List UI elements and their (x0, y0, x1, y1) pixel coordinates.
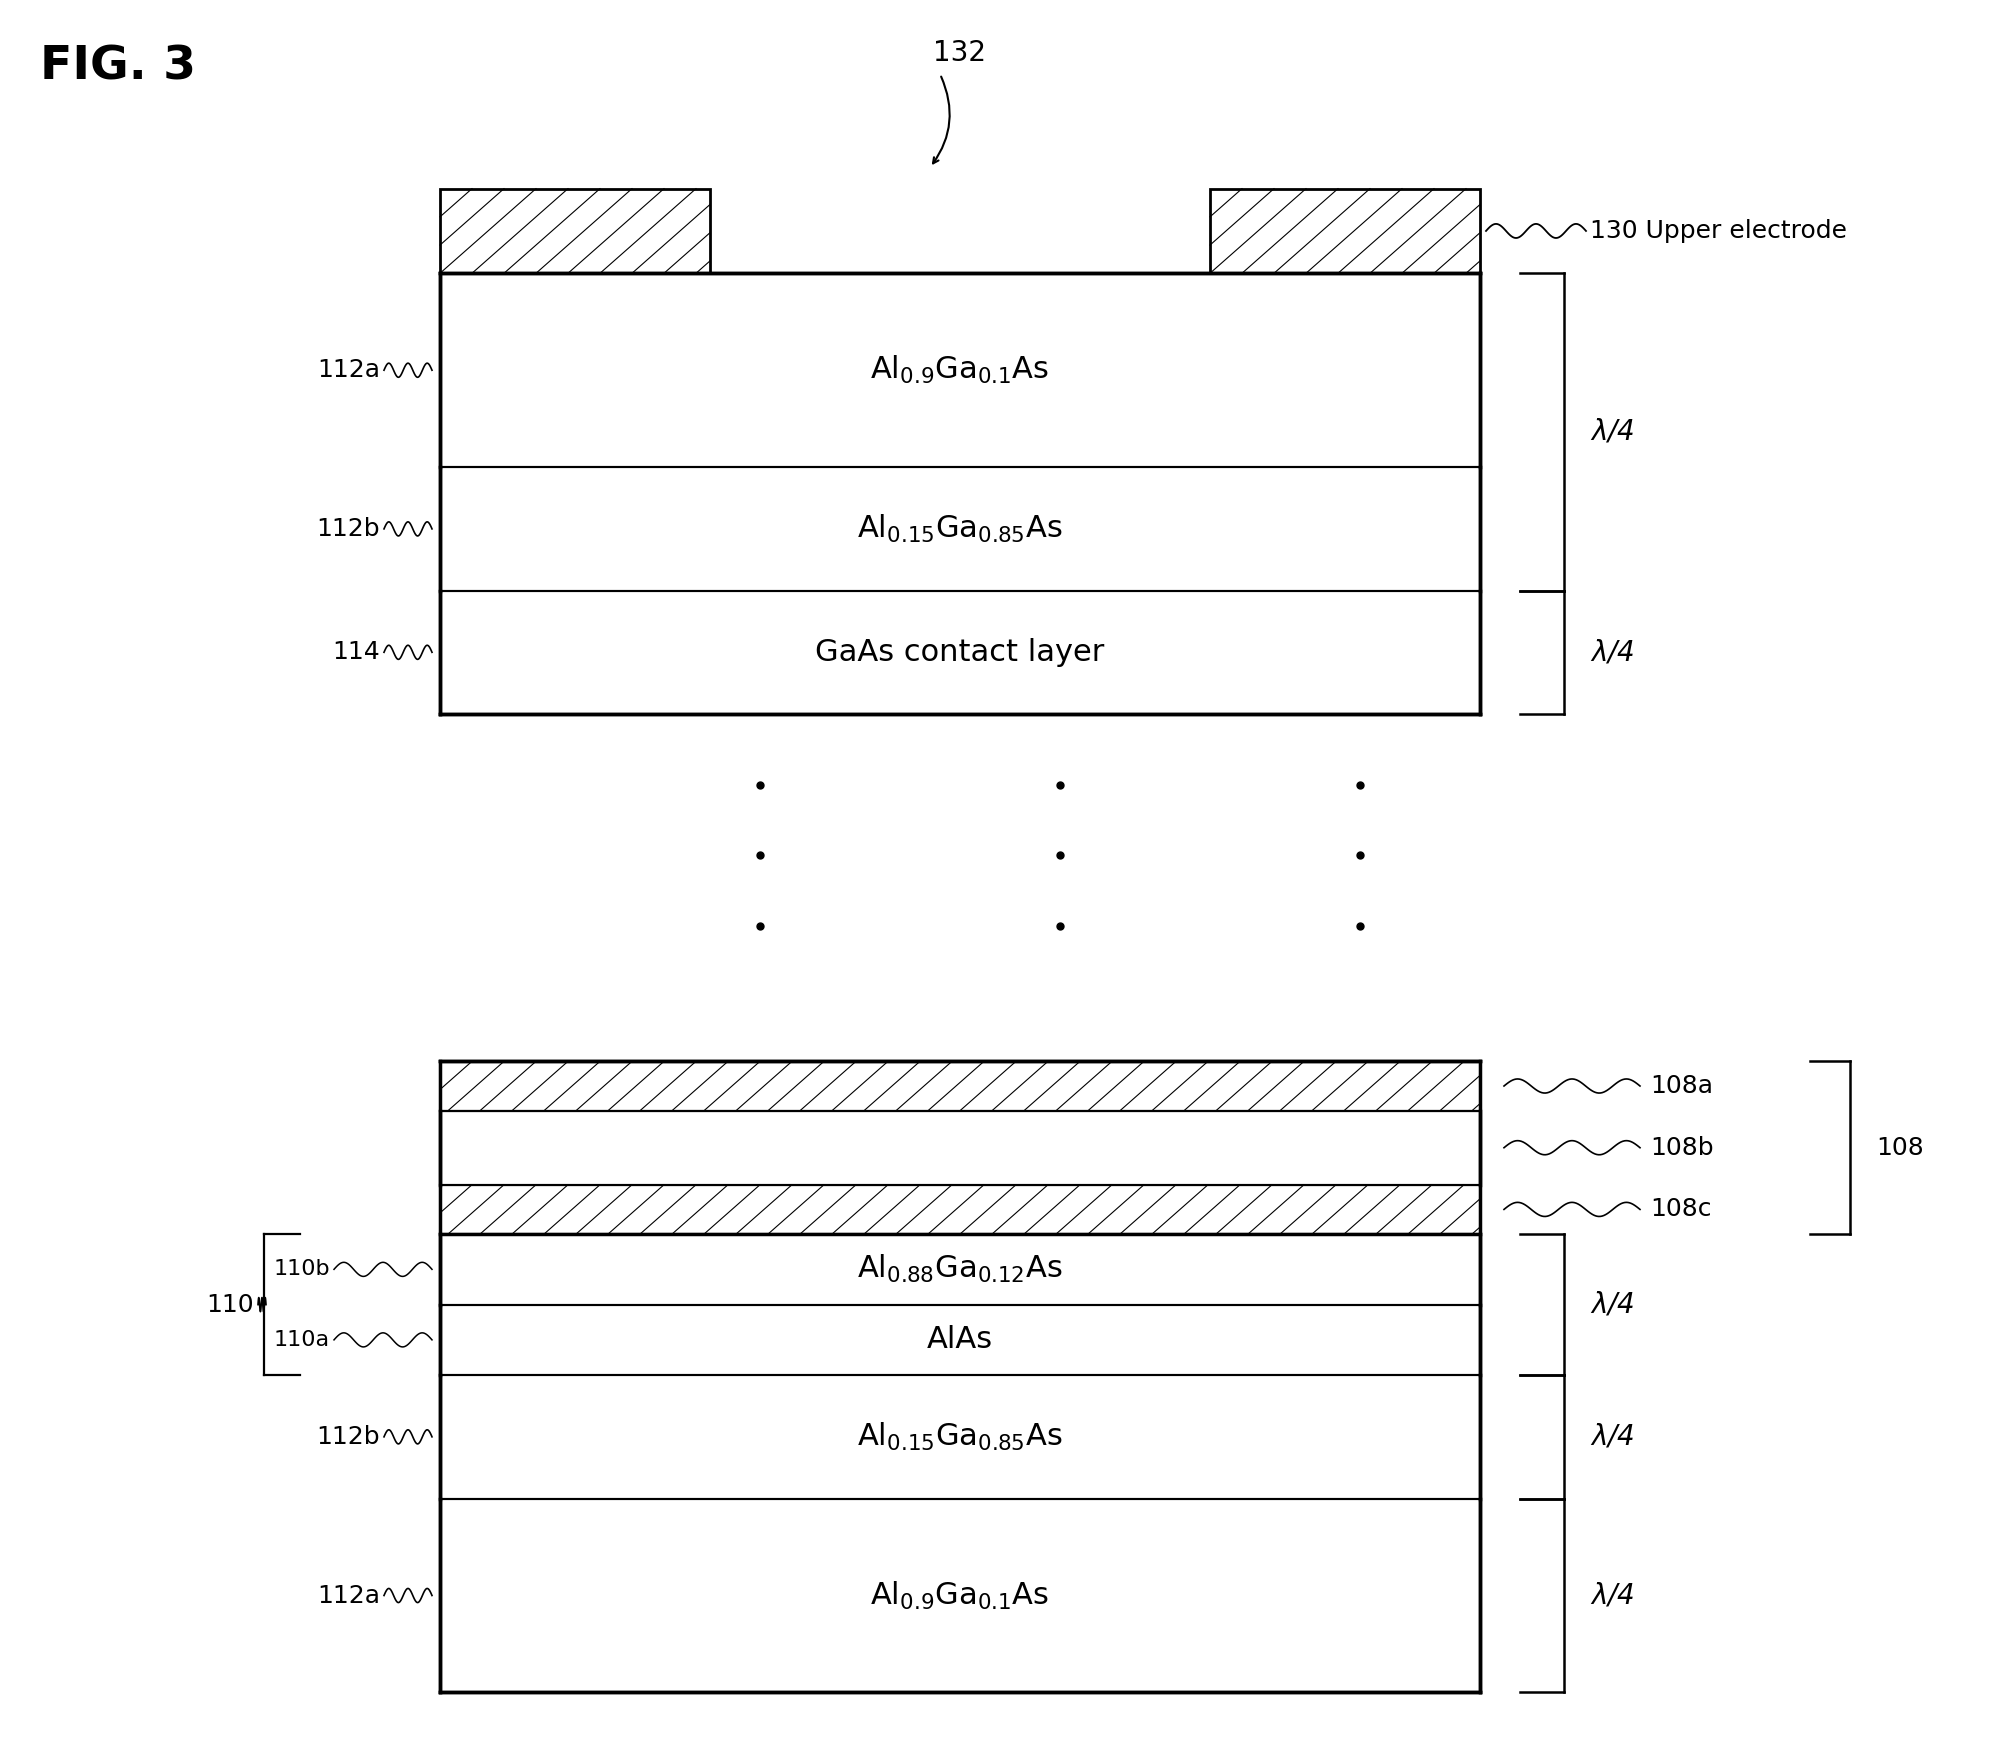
Text: 108: 108 (1876, 1135, 1924, 1160)
Bar (440, 1375, 1480, 1499)
Text: Al$_{0.9}$Ga$_{0.1}$As: Al$_{0.9}$Ga$_{0.1}$As (870, 354, 1050, 386)
Text: Al$_{0.15}$Ga$_{0.85}$As: Al$_{0.15}$Ga$_{0.85}$As (858, 1421, 1062, 1453)
Text: Al$_{0.9}$Ga$_{0.1}$As: Al$_{0.9}$Ga$_{0.1}$As (870, 1580, 1050, 1611)
Bar (440, 273, 1480, 467)
Text: 112b: 112b (316, 1425, 380, 1449)
Bar (440, 1111, 1480, 1185)
Bar (440, 1061, 1480, 1111)
Text: $\lambda$/4: $\lambda$/4 (1590, 1581, 1634, 1610)
Text: GaAs contact layer: GaAs contact layer (816, 638, 1104, 666)
Text: 108c: 108c (1650, 1197, 1712, 1222)
Text: 112a: 112a (316, 1583, 380, 1608)
Bar (440, 1185, 1480, 1234)
Text: $\lambda$/4: $\lambda$/4 (1590, 1291, 1634, 1319)
Bar (440, 1234, 1480, 1305)
Bar (440, 189, 710, 273)
Text: Al$_{0.15}$Ga$_{0.85}$As: Al$_{0.15}$Ga$_{0.85}$As (858, 513, 1062, 545)
Text: 112b: 112b (316, 517, 380, 541)
Text: $\lambda$/4: $\lambda$/4 (1590, 418, 1634, 446)
Text: 130 Upper electrode: 130 Upper electrode (1590, 219, 1848, 243)
Bar (1210, 189, 1480, 273)
Text: 110b: 110b (274, 1259, 330, 1280)
Bar (440, 467, 1480, 591)
Text: 110a: 110a (274, 1329, 330, 1350)
Text: $\lambda$/4: $\lambda$/4 (1590, 1423, 1634, 1451)
Text: Al$_{0.88}$Ga$_{0.12}$As: Al$_{0.88}$Ga$_{0.12}$As (858, 1253, 1062, 1285)
Text: FIG. 3: FIG. 3 (40, 44, 196, 90)
Text: $\lambda$/4: $\lambda$/4 (1590, 638, 1634, 666)
Bar (440, 1499, 1480, 1692)
Bar (440, 591, 1480, 714)
Text: AlAs: AlAs (926, 1326, 994, 1354)
Text: 108b: 108b (1650, 1135, 1714, 1160)
Text: 132: 132 (934, 39, 986, 67)
Text: 112a: 112a (316, 358, 380, 383)
Bar (440, 1305, 1480, 1375)
Text: 110: 110 (206, 1292, 254, 1317)
Text: 114: 114 (332, 640, 380, 665)
Text: 108a: 108a (1650, 1074, 1712, 1098)
